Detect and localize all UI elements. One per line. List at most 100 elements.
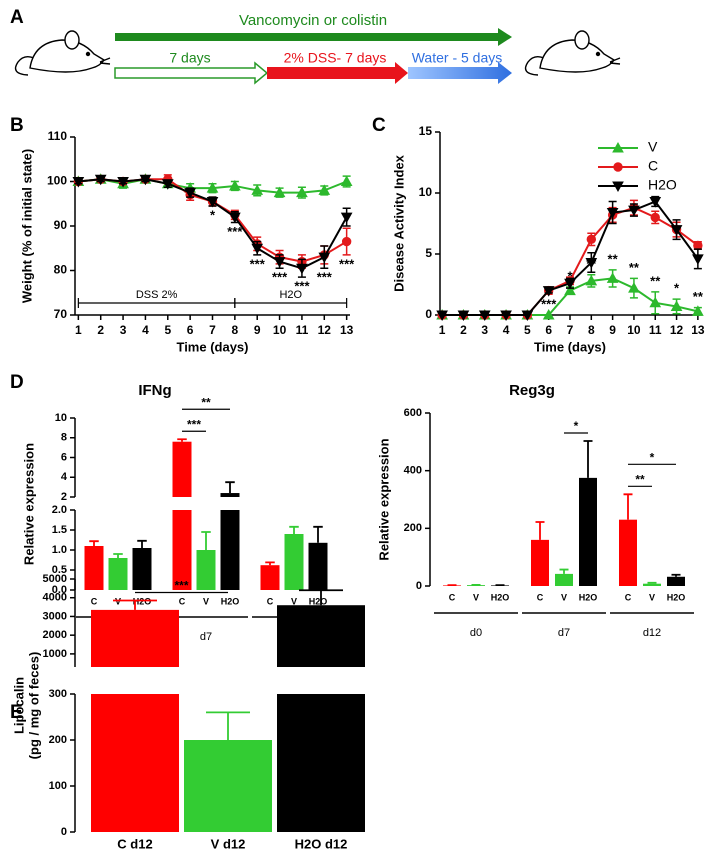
bar-label: H2O [309,596,328,606]
significance: ** [586,256,597,271]
y-tick-label: 1.5 [52,524,67,536]
error-bar [177,438,187,442]
error-bar [313,525,323,543]
y-tick-label: 1.0 [52,544,67,556]
bar [579,477,597,586]
x-tick-label: d0 [470,627,482,639]
bar [531,539,549,586]
bar-label: V [561,592,567,602]
marker [72,177,85,188]
bar [196,550,216,590]
bar-label: H2O [491,592,510,602]
x-tick-label: 6 [187,323,194,337]
significance: * [650,450,655,464]
error-bar [535,521,545,540]
y-tick-label: 8 [61,432,67,444]
bar [132,548,152,590]
bar-label: V [649,592,655,602]
significance: *** [250,256,266,271]
bar-label: H2O [579,592,598,602]
significance: * [674,281,680,296]
marker [542,308,555,320]
x-tick-label: 13 [340,323,354,337]
arrow-label: Vancomycin or colistin [239,12,387,29]
bar [91,694,179,832]
bar [277,694,365,832]
x-tick-label: 9 [254,323,261,337]
bar-label: V [291,596,297,606]
panel-label: D [10,372,24,393]
y-tick-label: 6 [61,451,67,463]
bar-label: C [267,596,274,606]
error-bar [647,581,657,584]
error-bar [289,525,299,534]
x-tick-label: 5 [164,323,171,337]
y-tick-label: 90 [54,218,68,232]
x-tick-label: d7 [558,627,570,639]
error-bar [623,493,633,520]
bar [643,583,661,586]
marker [139,174,152,186]
y-tick-label: 300 [49,688,67,700]
mouse-icon [14,30,111,76]
y-tick-label: 0 [425,307,432,321]
bar-label: H2O [221,596,240,606]
significance: ** [650,273,661,288]
bar [277,605,365,667]
x-tick-label: 7 [209,323,216,337]
error-bar [113,553,123,558]
chart-title: Reg3g [509,382,555,399]
significance: ** [201,395,211,409]
error-bar [265,561,275,566]
bar [260,565,280,590]
legend-marker [612,141,624,153]
x-tick-label: 11 [649,323,662,337]
panel-label: B [10,115,24,136]
marker [340,175,353,186]
significance: ** [635,472,645,486]
significance: *** [294,279,310,294]
y-axis-label: Weight (% of initial state) [19,149,34,303]
error-bar [206,711,250,740]
marker [340,212,353,224]
marker [649,296,662,308]
bar [184,740,272,832]
x-tick-label: 11 [296,323,309,337]
phase-arrow [408,62,512,84]
arrow-label: 7 days [169,50,210,66]
bar [308,542,328,590]
series-line [442,206,699,316]
bar-label: C [179,596,186,606]
y-tick-label: 2000 [43,629,67,641]
marker [564,284,576,296]
x-tick-label: 4 [503,323,510,337]
marker [542,286,555,297]
significance: *** [541,296,557,311]
marker [296,186,308,198]
y-tick-label: 2 [61,491,67,503]
y-tick-label: 0.5 [52,564,67,576]
significance: * [210,207,216,222]
marker [251,243,264,255]
y-tick-label: 10 [419,185,433,199]
x-tick-label: V d12 [211,836,246,851]
x-tick-label: 3 [481,323,488,337]
x-tick-label: 3 [120,323,127,337]
marker [628,282,640,293]
x-tick-label: H2O d12 [295,836,348,851]
significance: * [574,419,579,433]
x-tick-label: 2 [97,323,104,337]
error-bar [299,589,343,606]
x-tick-label: d12 [643,627,661,639]
y-tick-label: 3000 [43,610,67,622]
marker [650,212,660,223]
marker [117,177,129,188]
marker [606,208,619,219]
legend-marker [613,162,623,172]
error-bar [559,568,569,574]
y-tick-label: 0 [416,580,422,592]
x-tick-label: 12 [670,323,684,337]
y-tick-label: 2.0 [52,504,67,516]
marker [436,310,448,322]
